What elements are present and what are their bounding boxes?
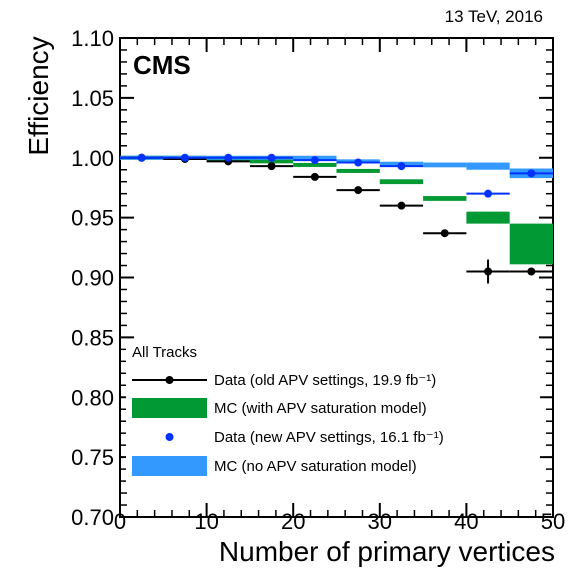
- mc-band-bin: [466, 162, 510, 170]
- x-tick-label: 50: [541, 509, 565, 534]
- legend-entry-label: MC (no APV saturation model): [214, 458, 417, 475]
- cms-label: CMS: [133, 50, 191, 80]
- legend-entry-label: Data (new APV settings, 16.1 fb⁻¹): [214, 429, 444, 446]
- mc-band-bin: [423, 162, 467, 168]
- data-point: [267, 162, 276, 171]
- data-point: [484, 189, 493, 198]
- legend-marker-point: [165, 433, 174, 441]
- x-tick-label: 30: [368, 509, 392, 534]
- x-tick-label: 40: [454, 509, 478, 534]
- data-point: [354, 186, 363, 195]
- legend-marker-band: [132, 456, 207, 476]
- data-point: [440, 229, 449, 238]
- mc-band-bin: [423, 196, 467, 201]
- y-axis-title: Efficiency: [23, 36, 54, 155]
- x-axis: 0 10 20 30 40 50: [114, 38, 565, 534]
- legend-entry-label: Data (old APV settings, 19.9 fb⁻¹): [214, 372, 436, 389]
- mc-band-bin: [379, 179, 424, 185]
- data-point: [310, 172, 319, 181]
- x-axis-title: Number of primary vertices: [219, 536, 555, 567]
- y-axis: 0.70 0.75 0.80 0.85 0.90 0.95 1.00 1.05 1.10: [71, 26, 553, 530]
- mc-band-bin: [293, 162, 337, 167]
- x-tick-label: 0: [114, 509, 126, 534]
- legend-title: All Tracks: [132, 344, 197, 361]
- y-tick-label: 0.70: [71, 505, 114, 530]
- data-point: [310, 156, 319, 165]
- legend-marker-band: [132, 398, 207, 418]
- y-tick-label: 1.05: [71, 86, 114, 111]
- legend: All Tracks Data (old APV settings, 19.9 …: [126, 340, 540, 492]
- data-point: [180, 153, 189, 162]
- mc-band-bin: [336, 168, 380, 173]
- y-tick-label: 0.75: [71, 445, 114, 470]
- data-point: [527, 169, 536, 178]
- legend-marker-point: [165, 376, 174, 384]
- data-point: [397, 162, 406, 171]
- x-tick-label: 20: [281, 509, 305, 534]
- data-point: [137, 153, 146, 162]
- data-points: [120, 153, 553, 284]
- y-tick-label: 1.10: [71, 26, 114, 51]
- data-point: [354, 158, 363, 167]
- y-tick-label: 0.90: [71, 266, 114, 291]
- x-tick-label: 10: [194, 509, 218, 534]
- data-point: [267, 153, 276, 162]
- data-point: [224, 153, 233, 162]
- header-label: 13 TeV, 2016: [445, 7, 543, 26]
- mc-band-bin: [466, 211, 510, 224]
- mc-band-bin: [509, 223, 553, 265]
- y-tick-label: 1.00: [71, 146, 114, 171]
- mc-bands: [120, 155, 553, 265]
- legend-entry-label: MC (with APV saturation model): [214, 400, 427, 417]
- y-tick-label: 0.80: [71, 385, 114, 410]
- data-point: [484, 267, 493, 276]
- y-tick-label: 0.95: [71, 206, 114, 231]
- data-point: [397, 201, 406, 210]
- data-point: [527, 267, 536, 276]
- y-tick-label: 0.85: [71, 325, 114, 350]
